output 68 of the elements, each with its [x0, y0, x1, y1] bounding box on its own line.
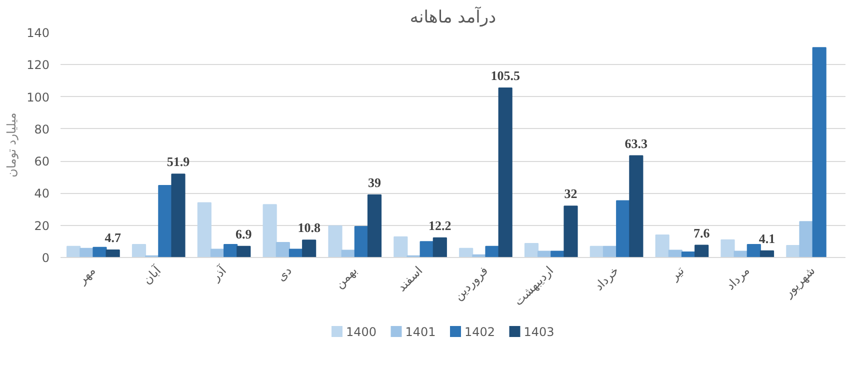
bar	[655, 234, 670, 258]
bar	[432, 237, 447, 258]
bar	[302, 240, 316, 258]
data-label: 32	[564, 186, 578, 202]
data-label: 12.2	[428, 218, 452, 233]
bar	[367, 194, 382, 258]
y-tick-label: 60	[34, 154, 50, 169]
bar	[328, 225, 342, 258]
x-tick-label: اسفند	[394, 264, 426, 294]
y-tick-label: 40	[34, 186, 50, 201]
x-tick-label: خرداد	[592, 264, 622, 294]
data-label: 105.5	[490, 68, 520, 83]
data-label: 39	[368, 174, 382, 190]
bar	[92, 246, 107, 258]
y-tick-label: 120	[26, 58, 50, 72]
bar	[629, 155, 644, 258]
data-label: 7.6	[693, 225, 710, 240]
data-label: 4.7	[104, 230, 122, 245]
bar	[354, 226, 368, 258]
data-label: 6.9	[236, 226, 252, 242]
bar	[276, 242, 290, 258]
bar	[720, 239, 735, 258]
x-tick-label: آذر	[207, 262, 230, 284]
x-tick-label: تیر	[666, 264, 687, 284]
bar	[564, 206, 578, 258]
data-label: 51.9	[166, 154, 190, 170]
bar	[524, 243, 539, 258]
x-tick-label: شهریور	[780, 264, 818, 301]
data-label: 63.3	[624, 136, 648, 151]
bar	[106, 249, 120, 258]
bar	[236, 246, 251, 258]
bar	[459, 248, 474, 258]
y-tick-label: 0	[42, 251, 50, 265]
bar	[616, 200, 630, 258]
y-tick-label: 20	[34, 218, 50, 233]
bar	[799, 221, 814, 258]
data-label: 10.8	[298, 220, 321, 236]
y-tick-label: 100	[26, 90, 50, 104]
bar	[420, 241, 434, 258]
bar	[158, 185, 172, 258]
legend-label: 1400	[346, 325, 377, 339]
bar	[262, 204, 277, 258]
bar	[171, 174, 186, 258]
bar	[746, 244, 761, 258]
chart-title: درآمد ماهانه	[410, 6, 496, 28]
bar	[498, 87, 512, 258]
x-tick-label: مرداد	[723, 264, 752, 293]
bar	[132, 244, 146, 258]
data-label: 4.1	[758, 230, 776, 246]
x-tick-label: آبان	[139, 262, 164, 287]
bar	[197, 202, 212, 258]
x-tick-label: اردیبهشت	[511, 264, 556, 308]
legend-label: 1401	[405, 325, 436, 339]
bar	[812, 47, 826, 258]
bar	[760, 250, 774, 258]
bar	[224, 244, 238, 258]
x-tick-label: بهمن	[332, 264, 360, 292]
y-axis-title: میلیارد تومان	[4, 112, 19, 178]
x-tick-label: مهر	[74, 264, 98, 288]
legend-label: 1402	[464, 325, 496, 339]
y-tick-label: 140	[26, 26, 50, 40]
bar	[394, 236, 408, 258]
x-tick-label: فروردین	[451, 264, 491, 303]
bar	[694, 244, 709, 258]
x-tick-label: دی	[274, 264, 294, 284]
legend-label: 1403	[524, 325, 554, 339]
y-tick-label: 80	[34, 122, 50, 136]
bar	[485, 246, 500, 258]
